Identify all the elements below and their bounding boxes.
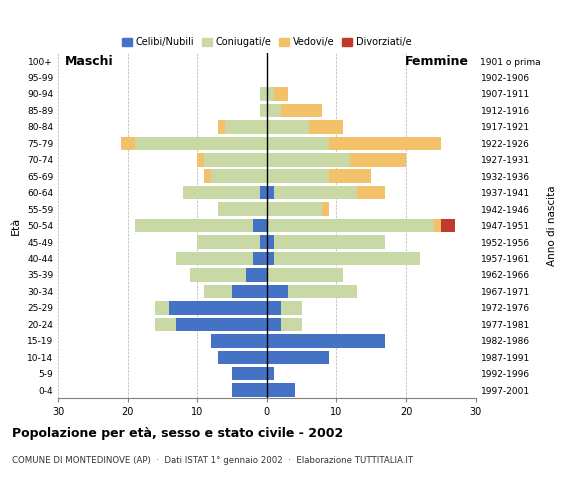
Bar xyxy=(253,219,267,232)
Bar xyxy=(274,235,385,249)
Bar xyxy=(267,318,281,331)
Bar xyxy=(281,318,302,331)
Bar xyxy=(288,285,357,298)
Bar xyxy=(218,350,267,364)
Bar xyxy=(267,350,329,364)
Bar xyxy=(267,169,329,183)
Bar xyxy=(190,268,246,282)
Bar xyxy=(267,301,281,314)
Bar xyxy=(267,203,322,216)
Bar xyxy=(267,219,434,232)
Bar xyxy=(218,120,225,133)
Y-axis label: Anno di nascita: Anno di nascita xyxy=(546,185,557,266)
Legend: Celibi/Nubili, Coniugati/e, Vedovi/e, Divorziati/e: Celibi/Nubili, Coniugati/e, Vedovi/e, Di… xyxy=(118,34,415,51)
Bar xyxy=(176,318,267,331)
Bar xyxy=(267,367,274,381)
Bar xyxy=(267,334,385,348)
Bar xyxy=(267,153,350,167)
Bar xyxy=(274,252,420,265)
Y-axis label: Età: Età xyxy=(12,216,21,235)
Bar xyxy=(135,137,267,150)
Bar xyxy=(253,252,267,265)
Bar xyxy=(260,104,267,117)
Bar xyxy=(197,153,204,167)
Bar xyxy=(204,169,211,183)
Bar xyxy=(329,137,441,150)
Bar xyxy=(183,186,260,199)
Bar xyxy=(204,285,232,298)
Bar xyxy=(135,219,253,232)
Bar xyxy=(274,186,357,199)
Bar xyxy=(329,169,371,183)
Bar xyxy=(267,235,274,249)
Bar xyxy=(267,104,281,117)
Bar xyxy=(267,285,288,298)
Bar xyxy=(267,252,274,265)
Bar xyxy=(260,235,267,249)
Bar xyxy=(211,334,267,348)
Bar xyxy=(441,219,455,232)
Text: COMUNE DI MONTEDINOVE (AP)  ·  Dati ISTAT 1° gennaio 2002  ·  Elaborazione TUTTI: COMUNE DI MONTEDINOVE (AP) · Dati ISTAT … xyxy=(12,456,413,465)
Bar xyxy=(121,137,135,150)
Bar xyxy=(350,153,406,167)
Bar xyxy=(204,153,267,167)
Text: Maschi: Maschi xyxy=(65,55,114,68)
Bar xyxy=(357,186,385,199)
Bar xyxy=(169,301,267,314)
Bar xyxy=(267,137,329,150)
Bar xyxy=(267,186,274,199)
Bar xyxy=(232,367,267,381)
Bar xyxy=(281,301,302,314)
Text: Popolazione per età, sesso e stato civile - 2002: Popolazione per età, sesso e stato civil… xyxy=(12,427,343,440)
Bar xyxy=(322,203,329,216)
Bar xyxy=(267,120,309,133)
Bar xyxy=(155,301,169,314)
Bar xyxy=(197,235,260,249)
Bar xyxy=(225,120,267,133)
Bar xyxy=(274,87,288,101)
Bar xyxy=(267,384,295,397)
Bar xyxy=(260,186,267,199)
Bar xyxy=(246,268,267,282)
Text: Femmine: Femmine xyxy=(405,55,469,68)
Bar xyxy=(267,87,274,101)
Bar xyxy=(176,252,253,265)
Bar xyxy=(211,169,267,183)
Bar xyxy=(260,87,267,101)
Bar xyxy=(155,318,176,331)
Bar xyxy=(218,203,267,216)
Bar xyxy=(309,120,343,133)
Bar xyxy=(281,104,322,117)
Bar xyxy=(232,285,267,298)
Bar xyxy=(232,384,267,397)
Bar xyxy=(267,268,343,282)
Bar xyxy=(434,219,441,232)
